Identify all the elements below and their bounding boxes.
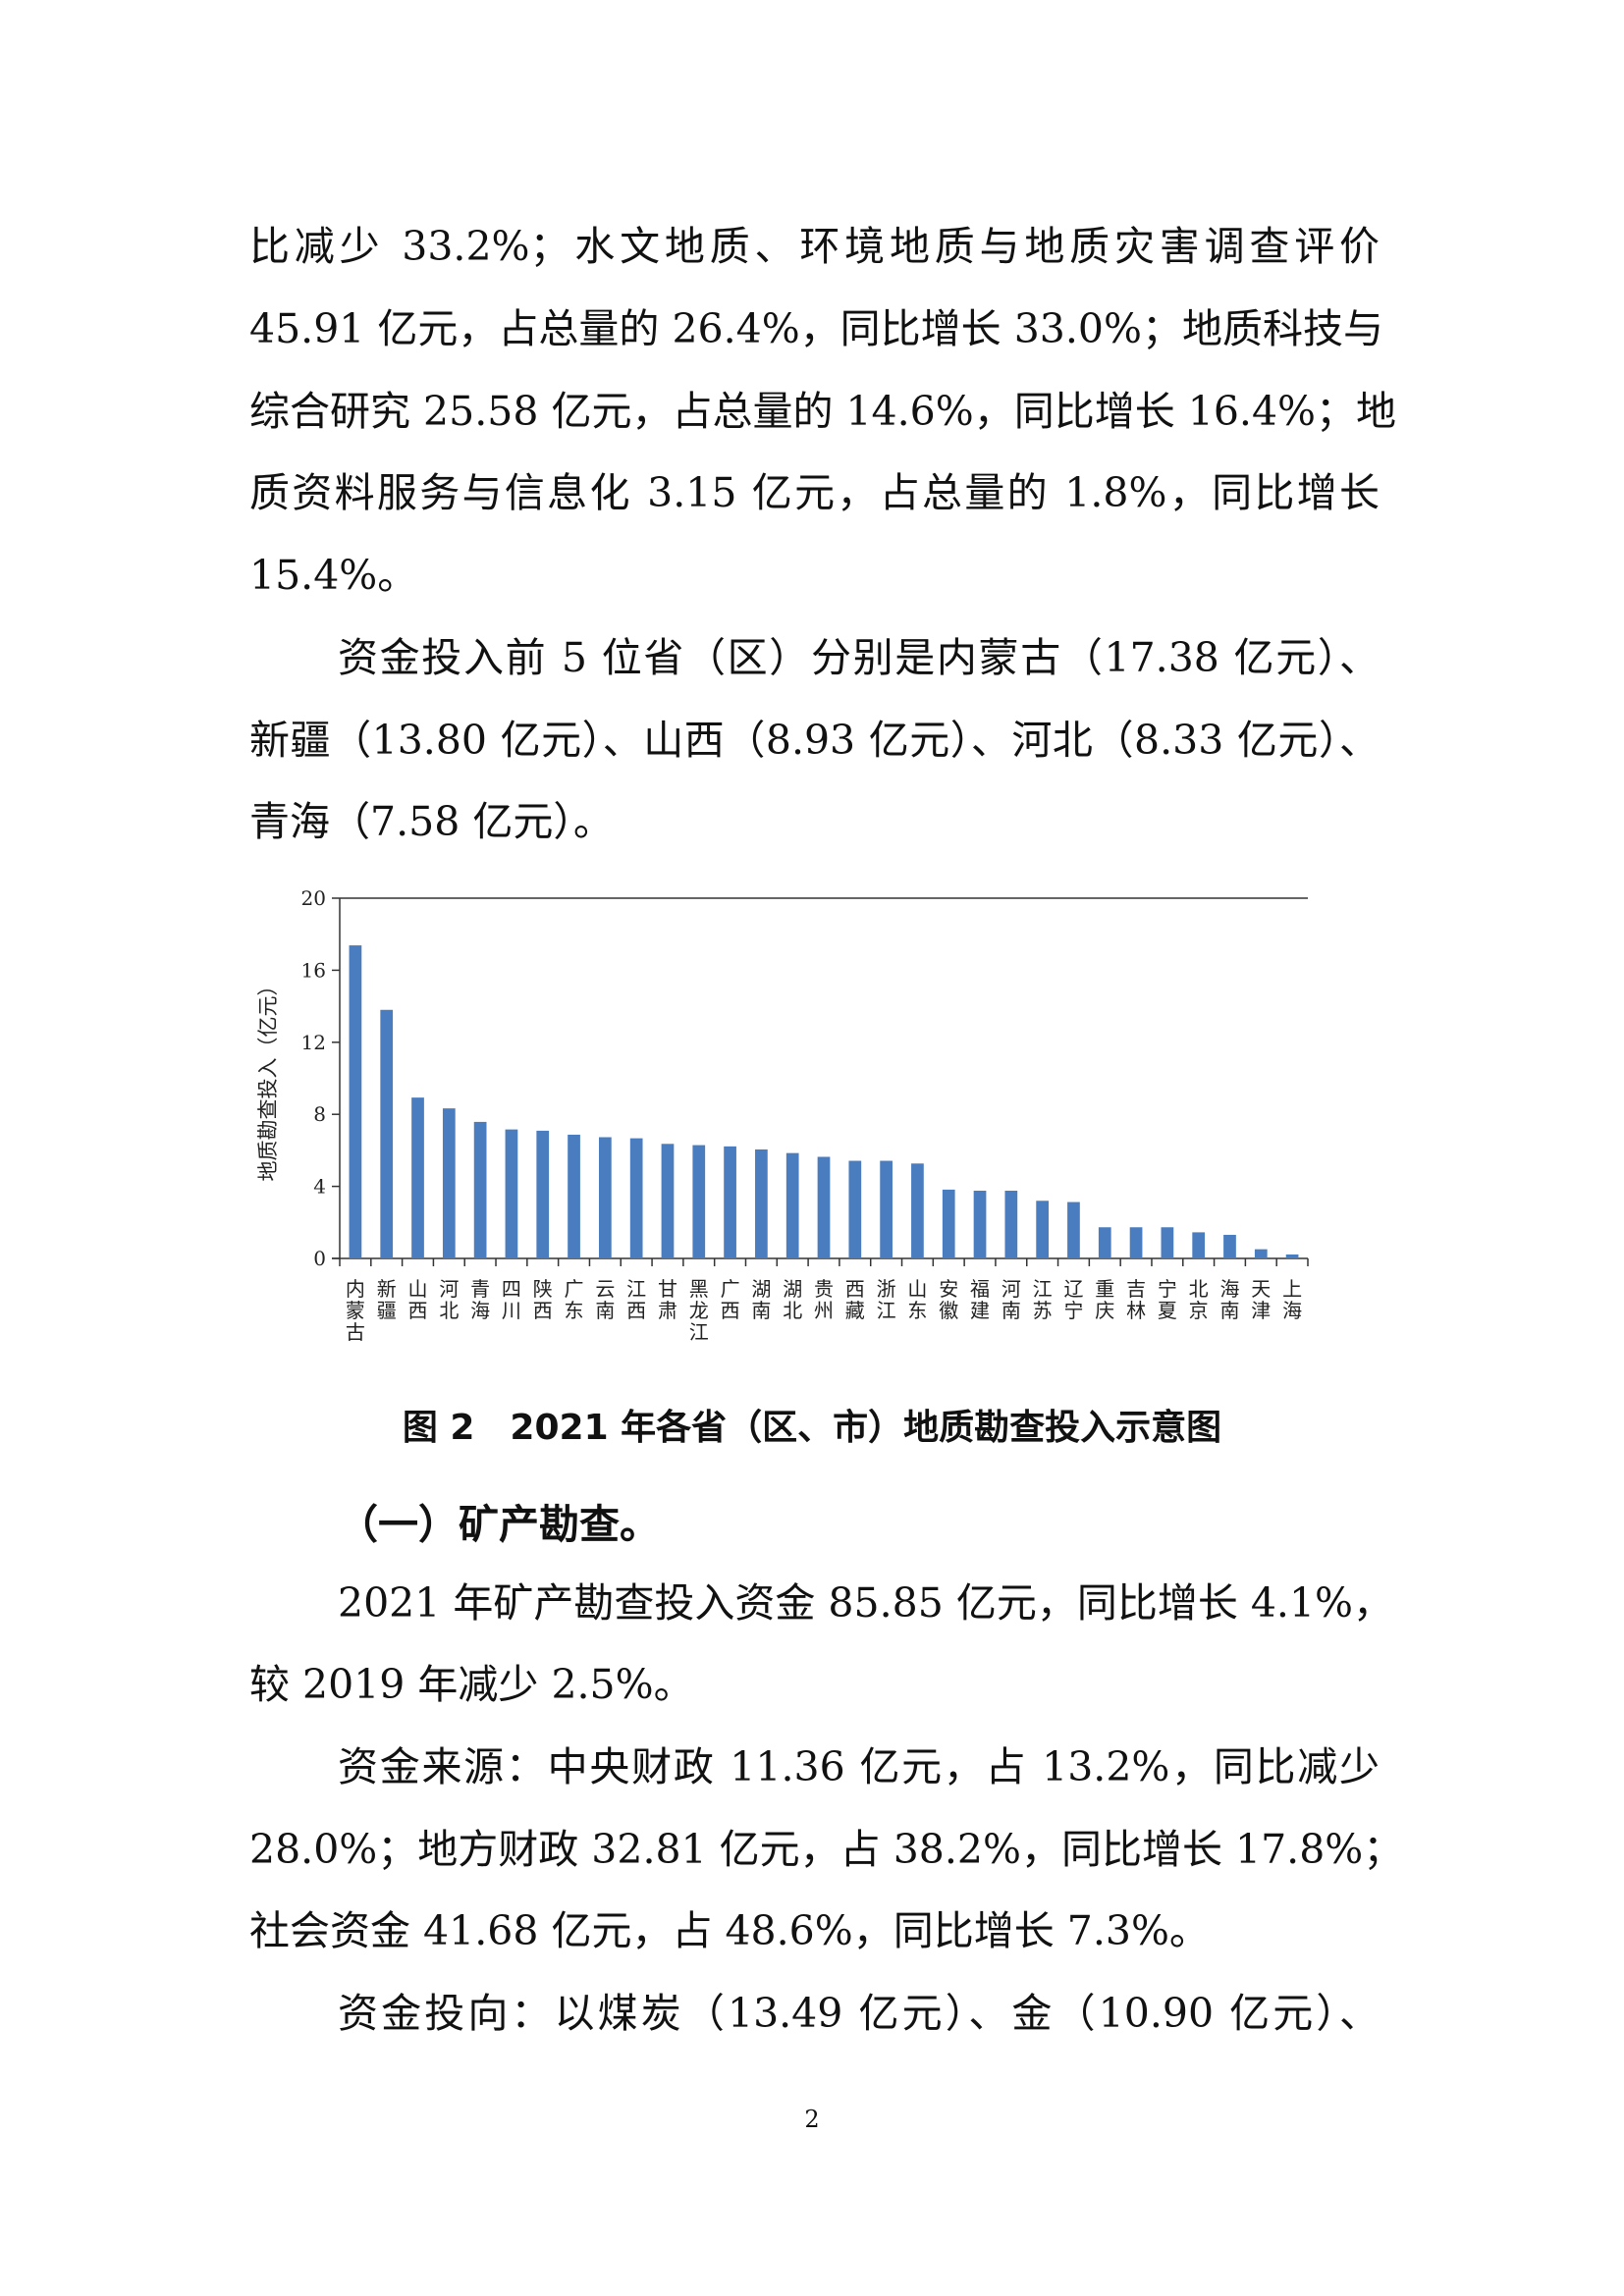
bar: [1067, 1201, 1080, 1258]
y-tick-label: 4: [313, 1175, 326, 1199]
y-tick-label: 0: [313, 1247, 326, 1270]
x-tick-label: 青海: [470, 1277, 490, 1322]
x-tick-label: 湖北: [783, 1277, 802, 1322]
bar: [973, 1191, 987, 1258]
text-line: 比减少 33.2%；水文地质、环境地质与地质灾害调查评价: [249, 223, 1380, 270]
x-tick-label: 辽宁: [1063, 1277, 1083, 1322]
y-tick-label: 20: [301, 886, 326, 910]
x-tick-label: 西藏: [845, 1277, 865, 1322]
x-tick-label: 黑龙江: [689, 1277, 709, 1344]
bar: [755, 1148, 768, 1258]
text-line: 综合研究 25.58 亿元，占总量的 14.6%，同比增长 16.4%；地: [249, 388, 1396, 435]
x-tick-label: 海南: [1219, 1277, 1239, 1322]
bar: [598, 1137, 612, 1258]
x-tick-label: 江西: [626, 1277, 646, 1322]
y-axis-label: 地质勘查投入（亿元）: [256, 976, 280, 1182]
text-line: 资金来源：中央财政 11.36 亿元，占 13.2%，同比减少: [338, 1743, 1380, 1790]
x-tick-label: 河北: [439, 1277, 459, 1322]
text-line: 新疆（13.80 亿元）、山西（8.93 亿元）、河北（8.33 亿元）、: [249, 717, 1380, 764]
bar: [661, 1144, 675, 1258]
bar: [536, 1130, 550, 1258]
figure-caption: 图 2 2021 年各省（区、市）地质勘查投入示意图: [402, 1408, 1222, 1448]
y-tick-label: 8: [313, 1102, 326, 1126]
bar: [724, 1146, 736, 1258]
x-tick-label: 天津: [1251, 1277, 1271, 1322]
text-line: 资金投向：以煤炭（13.49 亿元）、金（10.90 亿元）、: [338, 1990, 1380, 2037]
x-tick-label: 重庆: [1095, 1277, 1114, 1322]
bar: [568, 1134, 580, 1258]
bar: [1098, 1227, 1111, 1258]
bar: [942, 1189, 955, 1258]
x-tick-label: 陕西: [533, 1277, 553, 1322]
y-tick-label: 12: [301, 1031, 326, 1054]
text-line: 2021 年矿产勘查投入资金 85.85 亿元，同比增长 4.1%，: [338, 1579, 1394, 1627]
x-tick-label: 河南: [1001, 1277, 1021, 1322]
bar: [692, 1145, 706, 1258]
y-tick-label: 16: [301, 958, 326, 982]
bar: [473, 1121, 487, 1258]
x-tick-label: 福建: [970, 1277, 990, 1322]
bar: [1161, 1227, 1174, 1258]
bar: [880, 1160, 893, 1258]
bar-chart: 0 4 8 12 16 20 内蒙古新疆山西河北青海四川陕西广东云南江西甘肃黑龙江广西湖南湖…: [256, 886, 1309, 1344]
bar: [911, 1163, 924, 1258]
bar: [1285, 1254, 1299, 1258]
bar: [442, 1108, 456, 1258]
text-line: 45.91 亿元，占总量的 26.4%，同比增长 33.0%；地质科技与: [249, 305, 1383, 352]
x-tick-label: 云南: [595, 1277, 615, 1322]
bar: [349, 945, 362, 1258]
bar: [1004, 1191, 1018, 1258]
bar: [380, 1009, 394, 1258]
x-tick-label: 安徽: [939, 1277, 958, 1322]
bar: [1129, 1227, 1143, 1258]
text-line: 28.0%；地方财政 32.81 亿元，占 38.2%，同比增长 17.8%；: [249, 1826, 1404, 1873]
text-line: 资金投入前 5 位省（区）分别是内蒙古（17.38 亿元）、: [338, 634, 1380, 681]
x-tick-label: 广西: [721, 1277, 740, 1322]
x-tick-label: 甘肃: [658, 1277, 677, 1322]
bar: [411, 1097, 424, 1258]
x-tick-label: 山东: [907, 1277, 927, 1322]
x-tick-label: 北京: [1189, 1277, 1209, 1322]
bar: [785, 1152, 799, 1258]
page-number: 2: [804, 2106, 820, 2133]
bar: [1192, 1232, 1206, 1258]
x-tick-label: 内蒙古: [346, 1277, 365, 1344]
x-tick-label: 新疆: [377, 1277, 397, 1322]
x-tick-label: 宁夏: [1158, 1277, 1177, 1322]
x-tick-label: 贵州: [814, 1277, 834, 1322]
x-tick-label: 四川: [502, 1277, 521, 1322]
x-tick-label: 广东: [565, 1277, 584, 1322]
bar: [1223, 1234, 1236, 1258]
text-line: 青海（7.58 亿元）。: [249, 798, 614, 845]
bar: [817, 1156, 831, 1258]
x-tick-label: 上海: [1282, 1277, 1302, 1322]
x-tick-label: 浙江: [877, 1277, 896, 1322]
bar: [848, 1160, 862, 1258]
bar: [629, 1138, 643, 1258]
text-line: 较 2019 年减少 2.5%。: [249, 1661, 694, 1708]
text-line: 质资料服务与信息化 3.15 亿元，占总量的 1.8%，同比增长: [249, 469, 1380, 516]
section-heading: （一）矿产勘查。: [338, 1501, 660, 1548]
bar: [1254, 1249, 1268, 1258]
x-tick-label: 山西: [408, 1277, 428, 1322]
text-line: 社会资金 41.68 亿元，占 48.6%，同比增长 7.3%。: [249, 1907, 1210, 1954]
bar: [1036, 1201, 1050, 1258]
x-tick-label: 吉林: [1126, 1277, 1146, 1322]
text-line: 15.4%。: [249, 552, 418, 599]
x-tick-label: 江苏: [1033, 1277, 1053, 1322]
x-tick-label: 湖南: [751, 1277, 771, 1322]
bar: [505, 1129, 518, 1258]
